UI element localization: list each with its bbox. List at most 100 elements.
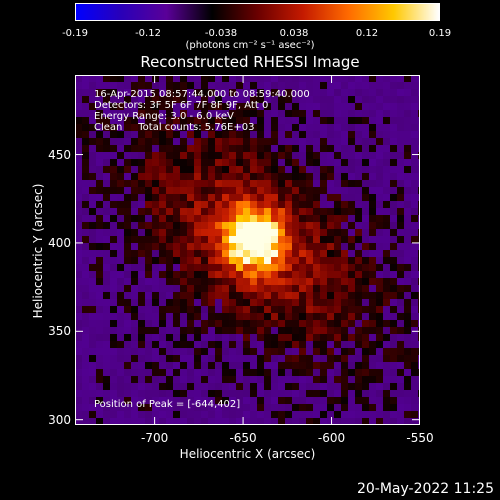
- heatmap-cell: [145, 390, 153, 398]
- heatmap-cell: [187, 152, 195, 160]
- heatmap-cell: [250, 131, 258, 139]
- heatmap-cell: [201, 124, 209, 132]
- heatmap-cell: [285, 411, 293, 419]
- heatmap-cell: [124, 173, 132, 181]
- heatmap-cell: [124, 271, 132, 279]
- heatmap-cell: [96, 348, 104, 356]
- heatmap-cell: [334, 334, 342, 342]
- heatmap-cell: [208, 159, 216, 167]
- heatmap-cell: [180, 299, 188, 307]
- heatmap-cell: [313, 397, 321, 405]
- heatmap-cell: [96, 306, 104, 314]
- heatmap-cell: [264, 173, 272, 181]
- heatmap-cell: [341, 222, 349, 230]
- heatmap-cell: [145, 222, 153, 230]
- heatmap-cell: [278, 278, 286, 286]
- heatmap-cell: [89, 236, 97, 244]
- heatmap-cell: [96, 75, 104, 83]
- heatmap-cell: [166, 243, 174, 251]
- heatmap-cell: [131, 285, 139, 293]
- heatmap-cell: [334, 173, 342, 181]
- heatmap-cell: [173, 285, 181, 293]
- heatmap-cell: [271, 229, 279, 237]
- heatmap-cell: [75, 383, 83, 391]
- heatmap-cell: [110, 180, 118, 188]
- heatmap-cell: [173, 348, 181, 356]
- heatmap-cell: [306, 82, 314, 90]
- heatmap-cell: [138, 159, 146, 167]
- heatmap-cell: [250, 299, 258, 307]
- heatmap-cell: [362, 383, 370, 391]
- heatmap-cell: [264, 369, 272, 377]
- heatmap-cell: [362, 222, 370, 230]
- heatmap-cell: [159, 103, 167, 111]
- heatmap-cell: [215, 362, 223, 370]
- heatmap-cell: [411, 418, 419, 425]
- heatmap-cell: [264, 362, 272, 370]
- heatmap-cell: [229, 397, 237, 405]
- heatmap-cell: [194, 187, 202, 195]
- heatmap-cell: [411, 334, 419, 342]
- heatmap-cell: [180, 334, 188, 342]
- heatmap-cell: [404, 278, 412, 286]
- heatmap-cell: [145, 383, 153, 391]
- heatmap-cell: [187, 390, 195, 398]
- heatmap-cell: [278, 117, 286, 125]
- heatmap-cell: [411, 187, 419, 195]
- heatmap-cell: [348, 229, 356, 237]
- heatmap-cell: [110, 96, 118, 104]
- heatmap-cell: [404, 187, 412, 195]
- heatmap-cell: [299, 243, 307, 251]
- heatmap-cell: [299, 82, 307, 90]
- heatmap-cell: [327, 327, 335, 335]
- heatmap-cell: [215, 173, 223, 181]
- heatmap-cell: [82, 82, 90, 90]
- heatmap-cell: [376, 285, 384, 293]
- heatmap-cell: [96, 89, 104, 97]
- heatmap-cell: [341, 236, 349, 244]
- heatmap-cell: [194, 292, 202, 300]
- heatmap-cell: [292, 411, 300, 419]
- heatmap-cell: [285, 215, 293, 223]
- heatmap-cell: [145, 334, 153, 342]
- heatmap-cell: [180, 390, 188, 398]
- heatmap-cell: [320, 229, 328, 237]
- heatmap-cell: [152, 131, 160, 139]
- heatmap-cell: [383, 278, 391, 286]
- heatmap-cell: [187, 292, 195, 300]
- heatmap-cell: [173, 222, 181, 230]
- heatmap-cell: [82, 96, 90, 104]
- heatmap-cell: [159, 390, 167, 398]
- heatmap-cell: [348, 110, 356, 118]
- heatmap-cell: [257, 285, 265, 293]
- heatmap-cell: [222, 271, 230, 279]
- heatmap-cell: [103, 411, 111, 419]
- heatmap-cell: [173, 103, 181, 111]
- heatmap-cell: [348, 320, 356, 328]
- heatmap-cell: [327, 271, 335, 279]
- heatmap-cell: [229, 75, 237, 83]
- heatmap-cell: [320, 215, 328, 223]
- heatmap-cell: [208, 306, 216, 314]
- heatmap-cell: [411, 152, 419, 160]
- heatmap-cell: [138, 418, 146, 425]
- heatmap-cell: [271, 222, 279, 230]
- heatmap-cell: [390, 96, 398, 104]
- heatmap-cell: [355, 292, 363, 300]
- heatmap-cell: [201, 173, 209, 181]
- heatmap-cell: [257, 278, 265, 286]
- heatmap-cell: [264, 334, 272, 342]
- heatmap-cell: [208, 89, 216, 97]
- heatmap-cell: [278, 292, 286, 300]
- heatmap-cell: [362, 285, 370, 293]
- heatmap-cell: [257, 96, 265, 104]
- heatmap-cell: [145, 229, 153, 237]
- heatmap-cell: [376, 278, 384, 286]
- heatmap-cell: [383, 159, 391, 167]
- heatmap-cell: [327, 369, 335, 377]
- heatmap-cell: [411, 362, 419, 370]
- heatmap-cell: [82, 201, 90, 209]
- heatmap-cell: [215, 271, 223, 279]
- heatmap-cell: [271, 96, 279, 104]
- heatmap-cell: [103, 299, 111, 307]
